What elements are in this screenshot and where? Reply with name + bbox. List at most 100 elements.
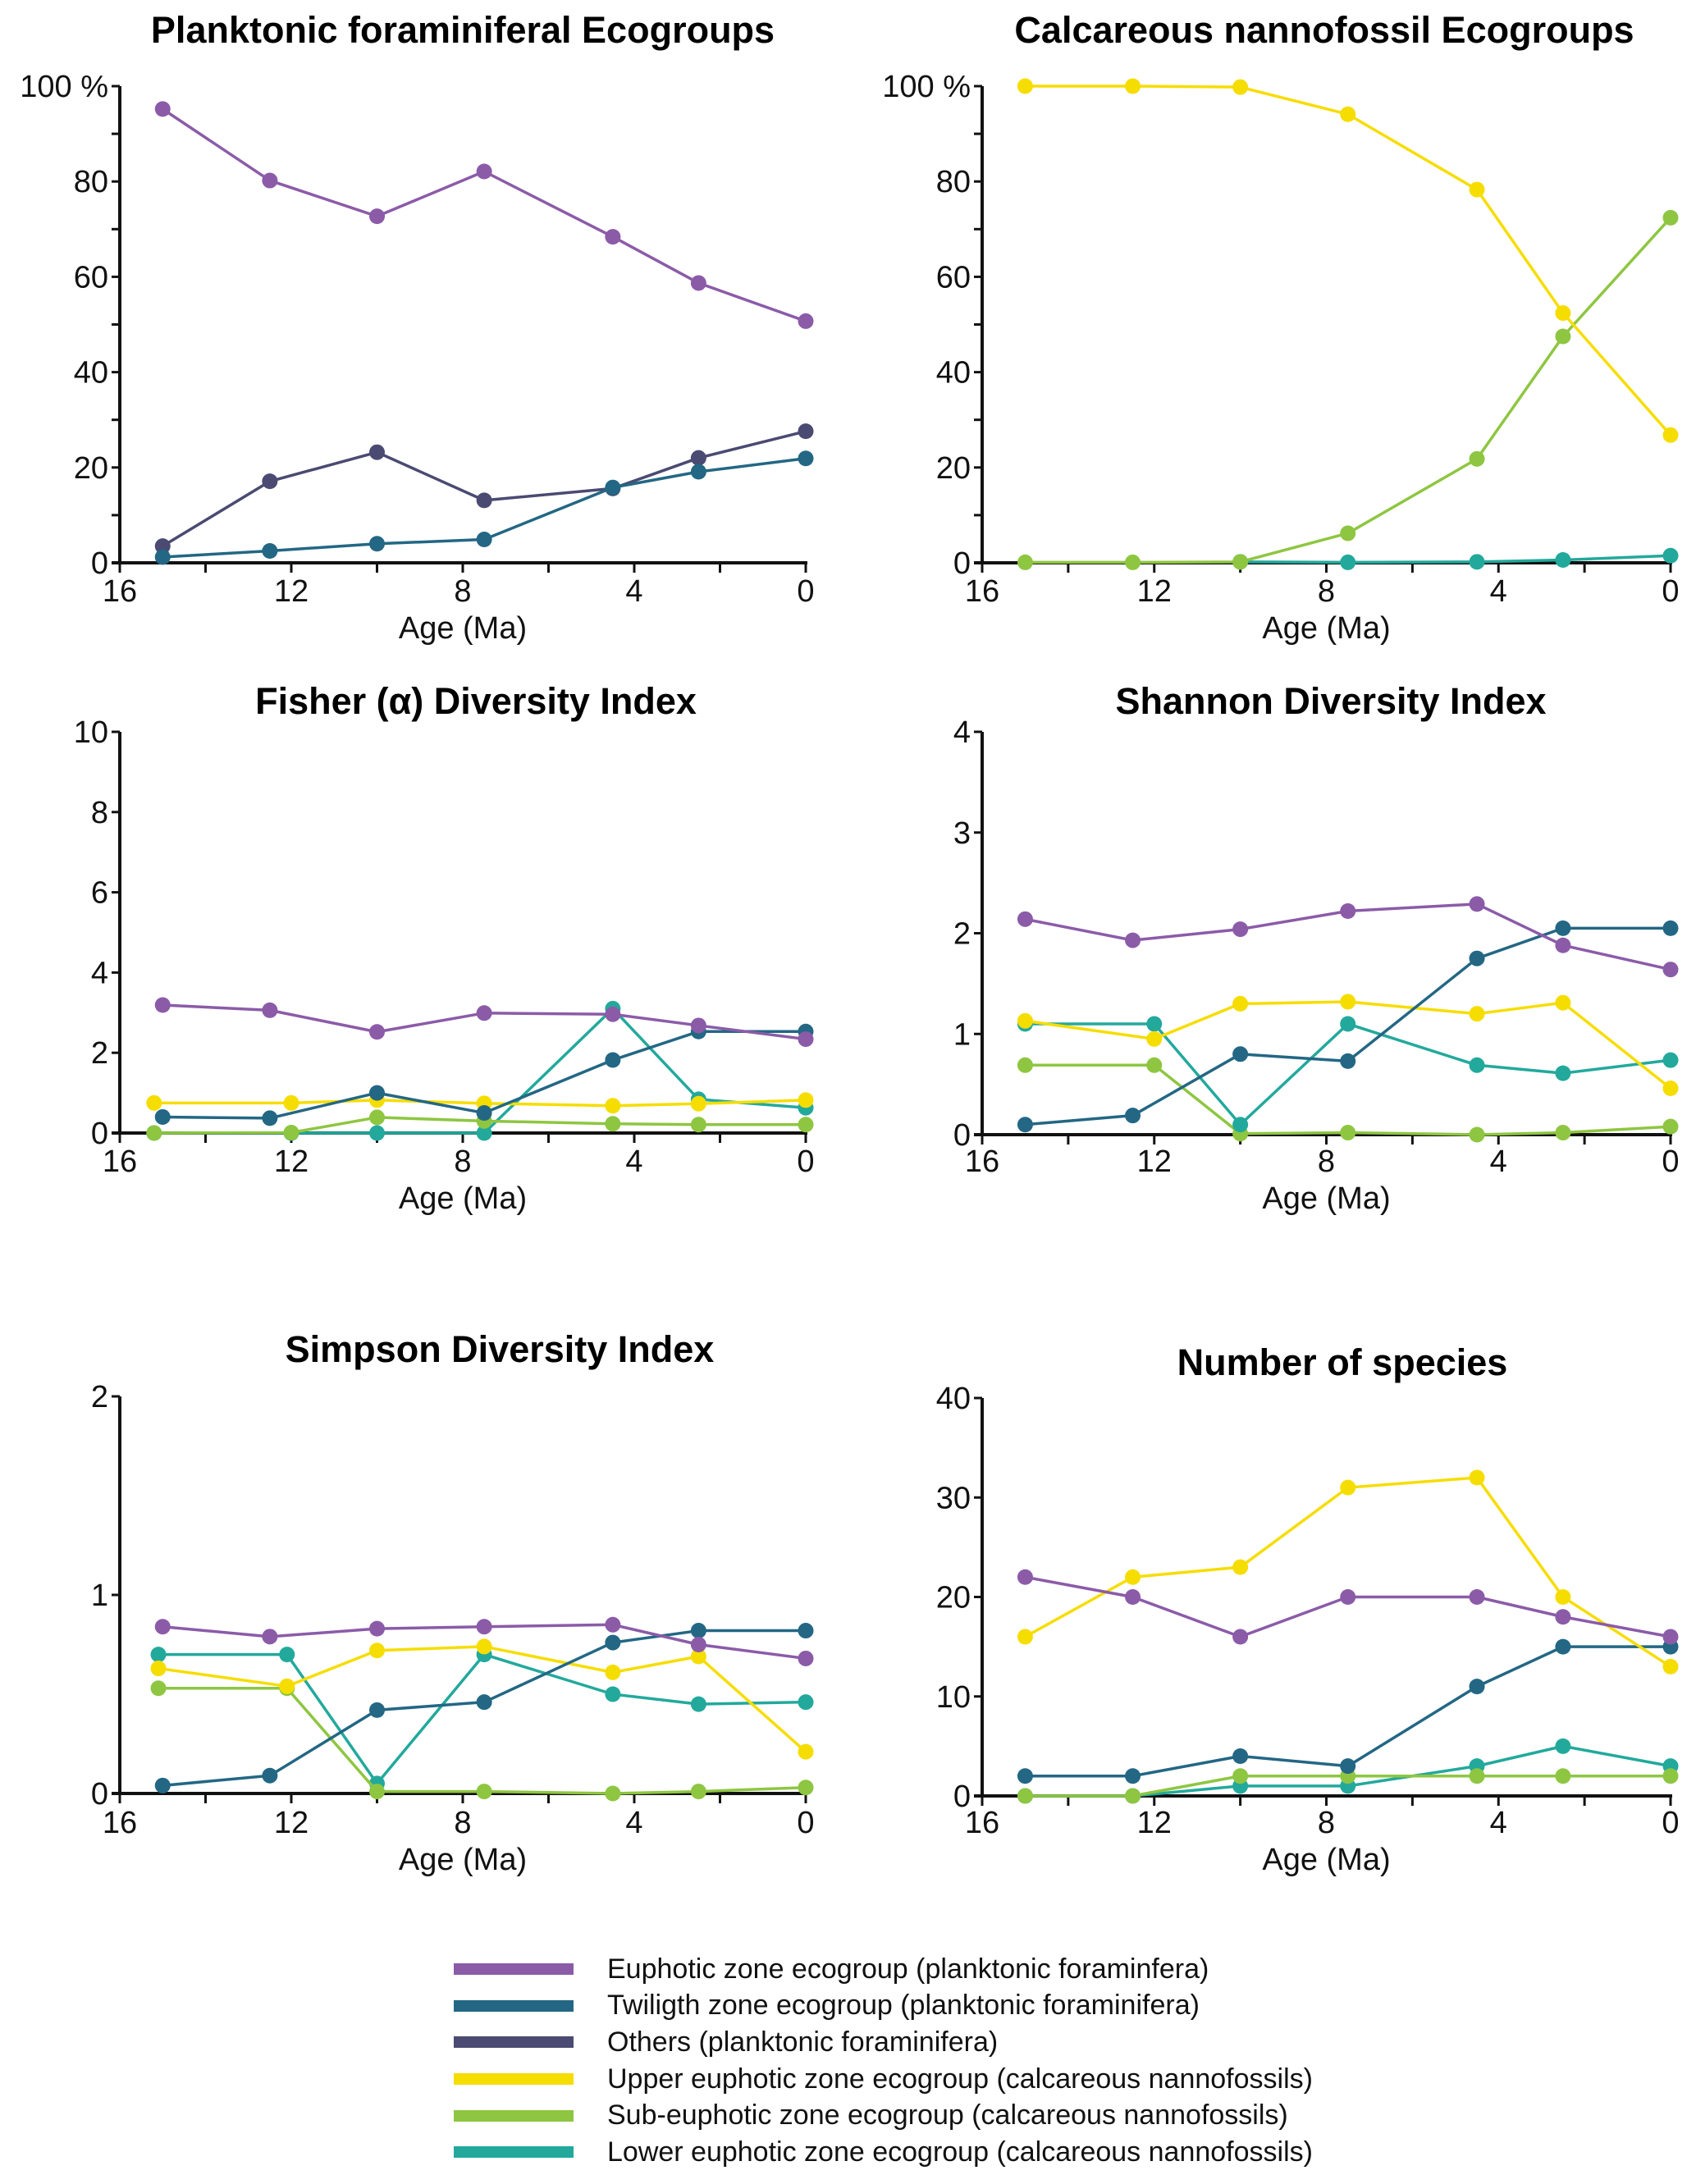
data-point-twilight_pf [1125, 1108, 1141, 1124]
legend-swatch [454, 1963, 574, 1976]
y-tick-label: 20 [74, 451, 108, 486]
data-point-euphotic_pf [605, 1616, 621, 1633]
series-line-twilight_pf [1025, 1645, 1671, 1778]
legend-label: Twiligth zone ecogroup (planktonic foram… [607, 1990, 1200, 2022]
x-tick-label: 12 [1137, 574, 1172, 609]
data-point-sub_cn [690, 1117, 706, 1133]
data-point-sub_cn [690, 1784, 706, 1800]
data-point-sub_cn [798, 1780, 814, 1796]
chart-title: Calcareous nannofossil Ecogroups [1014, 9, 1634, 51]
legend-item-upper-cn: Upper euphotic zone ecogroup (calcareous… [454, 2061, 1313, 2098]
data-point-euphotic_pf [1125, 1589, 1141, 1605]
legend-item-twilight-pf: Twiligth zone ecogroup (planktonic foram… [454, 1988, 1313, 2025]
data-point-upper_cn [283, 1094, 299, 1111]
data-point-upper_cn [798, 1743, 814, 1760]
data-point-lower_cn [690, 1696, 706, 1712]
data-point-upper_cn [1555, 305, 1571, 322]
x-tick-label: 16 [103, 1145, 137, 1179]
data-point-twilight_pf [605, 1634, 621, 1651]
data-point-upper_cn [1125, 1569, 1141, 1585]
series-twilight_pf [154, 450, 814, 565]
data-point-lower_cn [1469, 554, 1485, 570]
data-point-euphotic_pf [1662, 1629, 1679, 1645]
chart-fisher: Fisher (α) Diversity Index 0 2 4 6 8 10 16 12 8 4 0… [74, 680, 815, 1216]
legend-label: Sub-euphotic zone ecogroup (calcareous n… [607, 2099, 1288, 2131]
data-point-euphotic_pf [476, 1619, 492, 1635]
data-point-sub_cn [1017, 1788, 1033, 1804]
data-point-lower_cn [1469, 1057, 1485, 1073]
series-line-sub_cn [1025, 217, 1672, 564]
chart-cn-ecogroups: Calcareous nannofossil Ecogroups02040608… [882, 9, 1679, 646]
data-point-euphotic_pf [154, 1619, 171, 1635]
y-tick-label: 80 [936, 165, 971, 199]
data-point-upper_cn [605, 1098, 621, 1114]
y-tick-label: 0 [91, 1117, 108, 1151]
data-point-upper_cn [1662, 427, 1679, 443]
x-axis-label: Age (Ma) [1262, 611, 1390, 646]
data-point-upper_cn [1662, 1658, 1679, 1675]
series-upper_cn [150, 1638, 814, 1760]
legend-item-lower-cn: Lower euphotic zone ecogroup (calcareous… [454, 2134, 1313, 2171]
data-point-upper_cn [279, 1678, 295, 1694]
legend-swatch [454, 2036, 574, 2049]
data-point-upper_cn [690, 1095, 706, 1112]
y-tick-label: 4 [91, 956, 108, 990]
x-tick-label: 0 [797, 1806, 814, 1840]
data-point-euphotic_pf [690, 1017, 706, 1034]
x-tick-label: 12 [1137, 1806, 1172, 1840]
data-point-twilight_pf [1555, 1638, 1571, 1655]
data-point-upper_cn [1017, 1012, 1033, 1029]
data-point-lower_cn [1662, 547, 1679, 564]
series-twilight_pf [154, 1623, 814, 1793]
data-point-upper_cn [1146, 1030, 1163, 1047]
y-tick-label: 10 [936, 1680, 971, 1715]
data-point-euphotic_pf [798, 1031, 814, 1048]
data-point-twilight_pf [369, 1085, 385, 1101]
x-tick-label: 16 [103, 1806, 137, 1840]
x-axis-label: Age (Ma) [1262, 1843, 1390, 1877]
y-tick-label: 0 [953, 1780, 971, 1814]
data-point-twilight_pf [154, 549, 171, 565]
legend-label: Upper euphotic zone ecogroup (calcareous… [607, 2063, 1313, 2095]
legend-label: Euphotic zone ecogroup (planktonic foram… [607, 1953, 1209, 1985]
x-tick-label: 8 [1318, 574, 1335, 609]
data-point-lower_cn [605, 1686, 621, 1702]
data-point-upper_cn [1469, 181, 1485, 198]
x-axis-label: Age (Ma) [1262, 1181, 1390, 1216]
y-tick-label: 0 [953, 546, 971, 581]
data-point-sub_cn [1662, 209, 1679, 226]
data-point-lower_cn [1232, 1117, 1249, 1133]
data-point-upper_cn [1232, 79, 1249, 95]
data-point-twilight_pf [798, 450, 814, 467]
data-point-sub_cn [1555, 1125, 1571, 1141]
y-tick-label: 0 [91, 546, 108, 581]
data-point-sub_cn [369, 1109, 385, 1126]
data-point-sub_cn [1469, 1768, 1485, 1784]
data-point-upper_cn [1340, 994, 1356, 1010]
series-upper_cn [1017, 994, 1679, 1097]
data-point-euphotic_pf [1017, 911, 1033, 927]
data-point-euphotic_pf [1232, 921, 1249, 938]
data-point-twilight_pf [1469, 950, 1485, 966]
data-point-sub_cn [1232, 554, 1249, 570]
data-point-sub_cn [605, 1116, 621, 1132]
series-twilight_pf [154, 1023, 814, 1126]
data-point-euphotic_pf [690, 1637, 706, 1652]
chart-title: Number of species [1177, 1341, 1508, 1383]
data-point-twilight_pf [476, 532, 492, 548]
data-point-others_pf [798, 423, 814, 440]
series-sub_cn [1017, 209, 1679, 570]
data-point-upper_cn [1232, 1559, 1249, 1575]
data-point-twilight_pf [262, 542, 278, 559]
x-tick-label: 12 [274, 1145, 309, 1179]
x-tick-label: 16 [103, 574, 137, 609]
data-point-sub_cn [283, 1125, 299, 1141]
x-tick-label: 8 [454, 1806, 471, 1840]
data-point-upper_cn [1340, 1479, 1356, 1496]
y-tick-label: 2 [953, 917, 971, 952]
data-point-others_pf [369, 444, 385, 460]
data-point-upper_cn [150, 1661, 167, 1677]
series-twilight_pf [1017, 920, 1679, 1133]
data-point-sub_cn [1469, 450, 1485, 467]
